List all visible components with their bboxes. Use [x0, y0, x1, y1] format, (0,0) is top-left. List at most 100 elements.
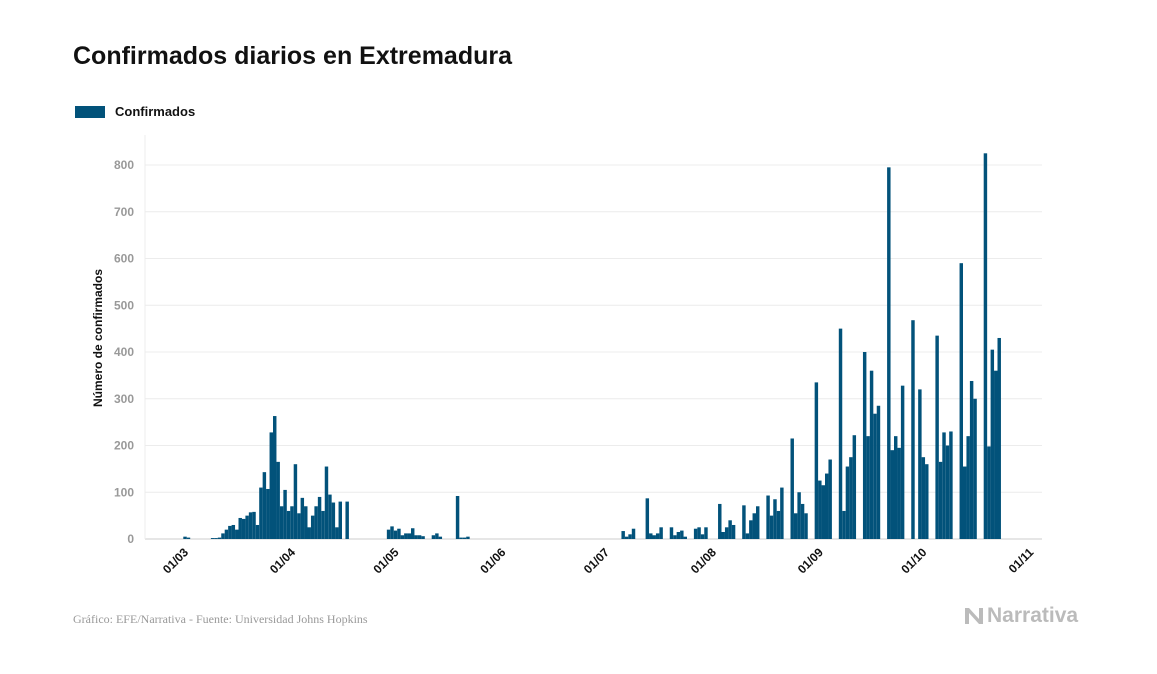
x-tick-label: 01/05	[370, 545, 401, 576]
bar	[266, 488, 270, 539]
bar	[790, 438, 794, 539]
legend-label: Confirmados	[115, 104, 196, 119]
x-tick-label: 01/07	[581, 545, 612, 576]
bar	[866, 436, 870, 539]
bar	[742, 505, 746, 539]
y-tick-label: 300	[114, 392, 134, 406]
bar	[210, 538, 215, 539]
bar	[314, 506, 318, 539]
bar	[214, 538, 218, 539]
bar	[731, 524, 736, 539]
bar	[669, 527, 674, 539]
bar	[224, 529, 229, 539]
bar	[248, 512, 253, 539]
y-tick-label: 200	[114, 439, 134, 453]
bar	[435, 533, 439, 539]
bar	[721, 531, 725, 539]
bar	[894, 436, 898, 539]
x-tick-label: 01/06	[477, 545, 508, 576]
bar	[994, 370, 998, 539]
bar	[307, 527, 311, 539]
bar	[262, 472, 267, 539]
bar	[317, 496, 322, 539]
bar	[773, 499, 777, 539]
bar	[745, 533, 750, 539]
y-tick-label: 800	[114, 158, 134, 172]
bar	[649, 533, 653, 539]
y-tick-label: 700	[114, 205, 134, 219]
bar	[404, 533, 408, 539]
bar	[825, 473, 829, 539]
x-tick-label: 01/11	[1006, 545, 1037, 576]
bar	[276, 461, 280, 539]
bar	[624, 536, 629, 539]
bar	[935, 335, 939, 539]
bar	[397, 528, 401, 539]
bar	[328, 494, 332, 539]
y-axis-label: Número de confirmados	[91, 269, 105, 407]
bar	[231, 524, 236, 539]
bar	[238, 517, 242, 539]
bar	[918, 389, 922, 539]
narrativa-logo-icon	[965, 608, 983, 624]
logo-text: Narrativa	[987, 604, 1079, 627]
bar	[766, 495, 770, 539]
bar	[966, 436, 970, 539]
y-tick-label: 100	[114, 485, 134, 499]
bar	[631, 528, 636, 539]
bar	[386, 529, 391, 539]
bar	[290, 506, 294, 539]
bar	[704, 527, 708, 539]
y-tick-label: 500	[114, 298, 134, 312]
y-tick-label: 0	[127, 532, 134, 546]
x-tick-label: 01/08	[688, 545, 719, 576]
bar	[797, 492, 801, 539]
bar	[241, 518, 246, 539]
bar	[897, 447, 901, 539]
bar	[300, 497, 305, 539]
bar	[324, 466, 329, 539]
bar	[724, 527, 729, 539]
bar	[697, 527, 701, 539]
bar	[466, 536, 470, 539]
x-tick-label: 01/09	[795, 545, 826, 576]
bar	[297, 513, 301, 539]
bar	[828, 459, 832, 539]
bar	[345, 501, 349, 539]
bar	[462, 537, 467, 539]
bar	[776, 510, 781, 539]
bar	[969, 380, 974, 539]
bar	[417, 535, 422, 539]
bar	[186, 537, 191, 539]
chart-title: Confirmados diarios en Extremadura	[73, 42, 513, 70]
bar	[804, 513, 808, 539]
bar	[821, 485, 825, 539]
bar	[228, 525, 232, 539]
bar	[862, 352, 867, 539]
bar	[990, 349, 995, 539]
bar	[873, 413, 877, 539]
y-tick-label: 600	[114, 252, 134, 266]
bar	[269, 432, 273, 539]
bar	[842, 510, 846, 539]
bar	[217, 537, 222, 539]
bar	[390, 526, 394, 539]
bar	[273, 416, 277, 539]
bar	[793, 513, 798, 539]
x-tick-label: 01/10	[898, 545, 929, 576]
bar	[869, 370, 874, 539]
bar	[876, 405, 881, 539]
bar	[921, 457, 926, 539]
bar	[718, 503, 722, 539]
bar	[959, 263, 963, 539]
bar	[438, 536, 443, 539]
bar	[411, 528, 415, 539]
bar	[283, 489, 287, 539]
bar	[680, 530, 684, 539]
bar	[655, 533, 660, 539]
bar	[756, 506, 760, 539]
source-note: Gráfico: EFE/Narrativa - Fuente: Univers…	[73, 612, 368, 626]
bar	[949, 431, 953, 539]
bar	[421, 536, 425, 539]
bar	[769, 515, 774, 539]
